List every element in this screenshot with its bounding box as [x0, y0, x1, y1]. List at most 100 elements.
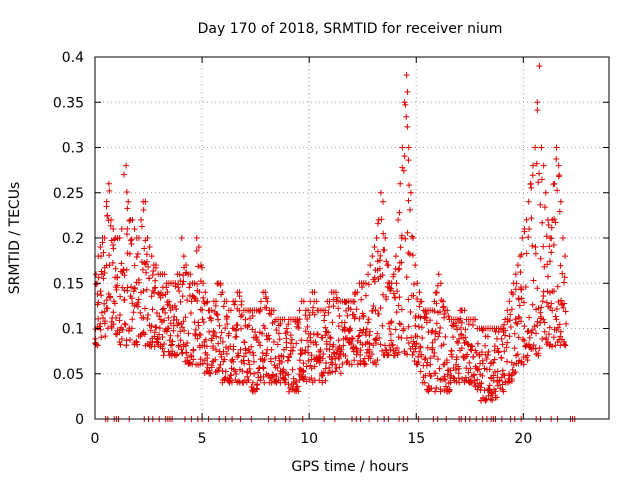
data-point — [149, 306, 156, 313]
data-point — [515, 334, 522, 341]
data-point — [409, 351, 416, 358]
data-point — [282, 376, 289, 383]
data-point — [302, 373, 309, 380]
data-point — [249, 349, 256, 356]
data-point — [514, 321, 521, 328]
data-point — [414, 333, 421, 340]
data-point — [349, 335, 356, 342]
data-point — [196, 289, 203, 296]
data-point — [429, 327, 436, 334]
data-point — [204, 360, 211, 367]
data-point — [206, 314, 213, 321]
data-point — [327, 335, 334, 342]
data-point — [427, 373, 434, 380]
data-point — [238, 325, 245, 332]
data-point — [515, 296, 522, 303]
data-point — [421, 315, 428, 322]
data-point — [557, 333, 564, 340]
data-point — [432, 370, 439, 377]
data-point — [214, 311, 221, 318]
data-point — [347, 339, 354, 346]
data-point — [113, 286, 120, 293]
data-point — [111, 236, 118, 243]
data-point-peak — [300, 298, 307, 305]
data-point — [241, 360, 248, 367]
data-point — [511, 330, 518, 337]
data-point — [359, 341, 366, 348]
data-point — [194, 297, 201, 304]
data-point — [276, 336, 283, 343]
data-point-peak — [350, 298, 357, 305]
data-point-peak — [195, 244, 202, 251]
data-point — [218, 353, 225, 360]
data-point-peak — [504, 307, 511, 314]
data-point — [372, 336, 379, 343]
data-point — [362, 361, 369, 368]
data-point — [152, 324, 159, 331]
data-point-peak — [202, 289, 209, 296]
data-point — [249, 387, 256, 394]
data-point — [355, 333, 362, 340]
data-point — [220, 303, 227, 310]
data-point — [407, 206, 414, 213]
data-point — [460, 354, 467, 361]
data-point — [94, 290, 101, 297]
data-point — [163, 328, 170, 335]
data-point — [308, 375, 315, 382]
data-point — [485, 392, 492, 399]
data-point — [285, 321, 292, 328]
data-point — [409, 252, 416, 259]
data-point — [520, 361, 527, 368]
data-point — [139, 266, 146, 273]
y-tick-label: 0.3 — [62, 141, 84, 157]
data-point — [524, 328, 531, 335]
data-point — [417, 314, 424, 321]
data-point-peak — [403, 72, 410, 79]
data-point — [402, 235, 409, 242]
data-point — [521, 299, 528, 306]
data-point — [293, 340, 300, 347]
data-point — [109, 259, 116, 266]
data-point — [314, 331, 321, 338]
data-point — [225, 332, 232, 339]
data-point — [516, 314, 523, 321]
data-point — [123, 231, 130, 238]
data-point — [548, 249, 555, 256]
data-point — [159, 292, 166, 299]
data-point-peak — [135, 235, 142, 241]
data-point — [222, 325, 229, 332]
data-point — [263, 350, 270, 357]
data-point — [526, 314, 533, 321]
data-point — [305, 357, 312, 364]
data-point — [374, 330, 381, 337]
data-point — [435, 333, 442, 340]
data-point-peak — [416, 289, 423, 296]
data-point — [506, 333, 513, 340]
data-point — [305, 349, 312, 356]
data-point — [562, 342, 569, 349]
data-point — [350, 311, 357, 318]
data-point — [141, 245, 148, 252]
data-point — [148, 293, 155, 300]
data-point — [393, 309, 400, 316]
data-point — [538, 304, 545, 311]
data-point — [562, 308, 569, 315]
data-point-peak — [532, 144, 539, 151]
data-point — [134, 299, 141, 306]
data-point — [191, 295, 198, 302]
data-point — [365, 316, 372, 323]
data-point — [159, 334, 166, 341]
data-point — [462, 326, 469, 333]
data-point — [526, 334, 533, 341]
data-point-peak — [257, 298, 264, 305]
data-point-peak — [103, 198, 110, 205]
data-point — [321, 312, 328, 319]
data-point — [399, 164, 406, 171]
data-point — [440, 341, 447, 348]
data-point — [326, 346, 333, 353]
data-point — [464, 341, 471, 348]
data-point — [441, 311, 448, 318]
data-point — [137, 309, 144, 316]
data-point — [140, 314, 147, 321]
data-point — [98, 268, 105, 275]
